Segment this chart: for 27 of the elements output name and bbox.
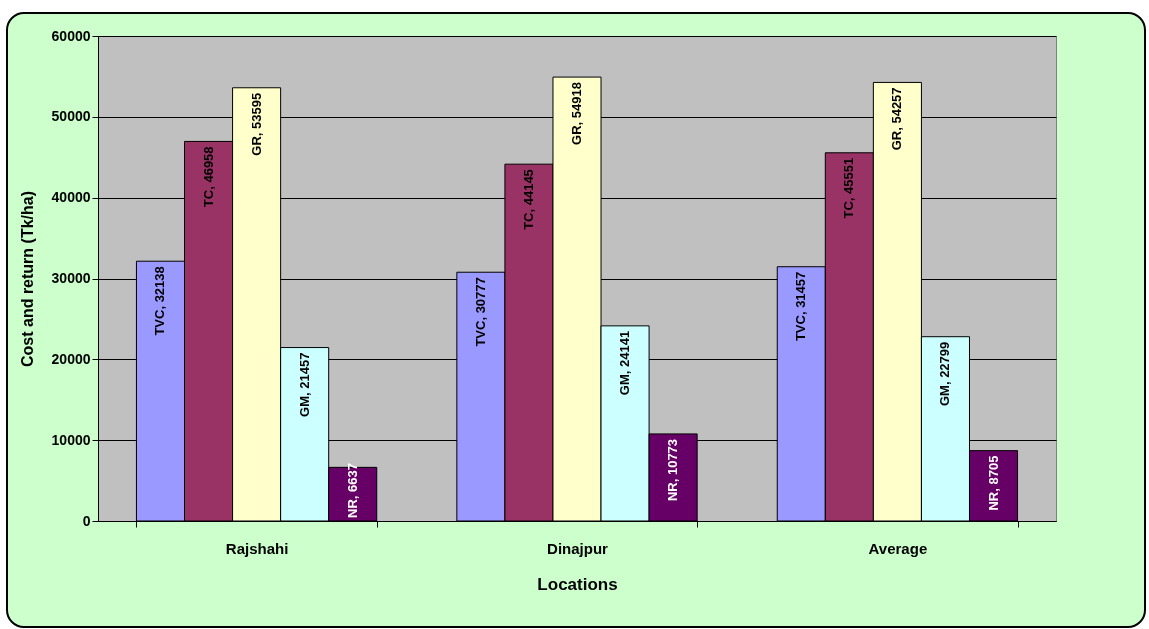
y-tick-label: 10000 [51,431,91,448]
x-axis-title: Locations [537,574,618,594]
data-label: NR, 8705 [985,455,1001,511]
data-label: TVC, 30777 [472,277,488,347]
y-tick-label: 0 [82,512,91,529]
x-tick-label: Rajshahi [225,539,289,557]
data-label: NR, 6637 [344,463,360,518]
y-tick-label: 20000 [51,350,91,367]
y-tick-label: 30000 [51,270,91,286]
data-label: GM, 24141 [617,330,633,396]
y-tick-label: 50000 [51,108,91,125]
data-label: GR, 54257 [889,87,905,151]
y-tick-label: 60000 [51,27,91,44]
x-tick-label: Average [868,539,928,557]
data-label: GR, 54918 [569,82,584,145]
y-tick-label: 40000 [51,189,91,206]
data-label: TVC, 32138 [152,266,168,336]
y-axis-title: Cost and return (Tk/ha) [18,190,36,368]
data-label: GM, 21457 [296,352,312,417]
data-label: TC, 45551 [841,157,857,219]
data-label: GR, 53595 [248,92,264,156]
data-label: TC, 46958 [200,146,216,208]
data-label: TVC, 31457 [793,271,809,342]
data-label: GM, 22799 [937,341,953,407]
data-label: TC, 44145 [520,169,536,230]
data-label: NR, 10773 [665,438,681,502]
x-tick-label: Dinajpur [547,539,609,557]
